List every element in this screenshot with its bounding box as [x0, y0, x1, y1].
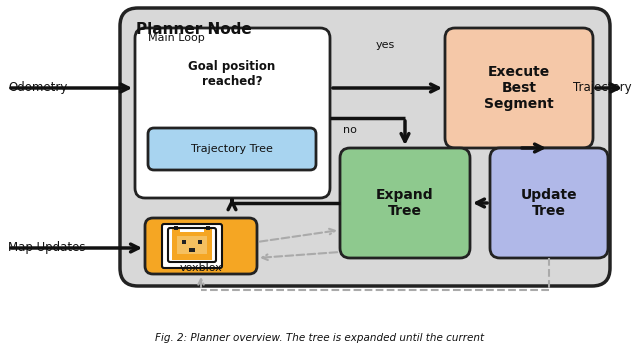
Bar	[182, 240, 186, 244]
Text: Execute
Best
Segment: Execute Best Segment	[484, 65, 554, 111]
Bar	[172, 232, 212, 260]
FancyBboxPatch shape	[445, 28, 593, 148]
Text: Update
Tree: Update Tree	[521, 188, 577, 218]
Bar	[204, 228, 212, 236]
Text: Expand
Tree: Expand Tree	[376, 188, 434, 218]
FancyBboxPatch shape	[148, 128, 316, 170]
Text: Goal position
reached?: Goal position reached?	[188, 60, 276, 88]
FancyBboxPatch shape	[135, 28, 330, 198]
Text: no: no	[343, 125, 357, 135]
Bar	[189, 248, 195, 252]
Text: yes: yes	[376, 40, 395, 50]
Text: Map Updates: Map Updates	[8, 242, 86, 255]
Bar	[198, 240, 202, 244]
FancyBboxPatch shape	[120, 8, 610, 286]
Text: Odometry: Odometry	[8, 82, 67, 94]
Text: Fig. 2: Planner overview. The tree is expanded until the current: Fig. 2: Planner overview. The tree is ex…	[156, 333, 484, 343]
Bar	[177, 236, 207, 254]
Bar	[174, 226, 178, 230]
Text: Main Loop: Main Loop	[148, 33, 205, 43]
FancyBboxPatch shape	[162, 224, 222, 268]
Text: voxblox: voxblox	[180, 263, 222, 273]
Text: Trajectory Tree: Trajectory Tree	[191, 144, 273, 154]
Text: Planner Node: Planner Node	[136, 22, 252, 37]
FancyBboxPatch shape	[145, 218, 257, 274]
FancyBboxPatch shape	[340, 148, 470, 258]
Bar	[206, 226, 210, 230]
Bar	[172, 228, 180, 236]
FancyBboxPatch shape	[490, 148, 608, 258]
Text: Trajectory: Trajectory	[573, 82, 632, 94]
